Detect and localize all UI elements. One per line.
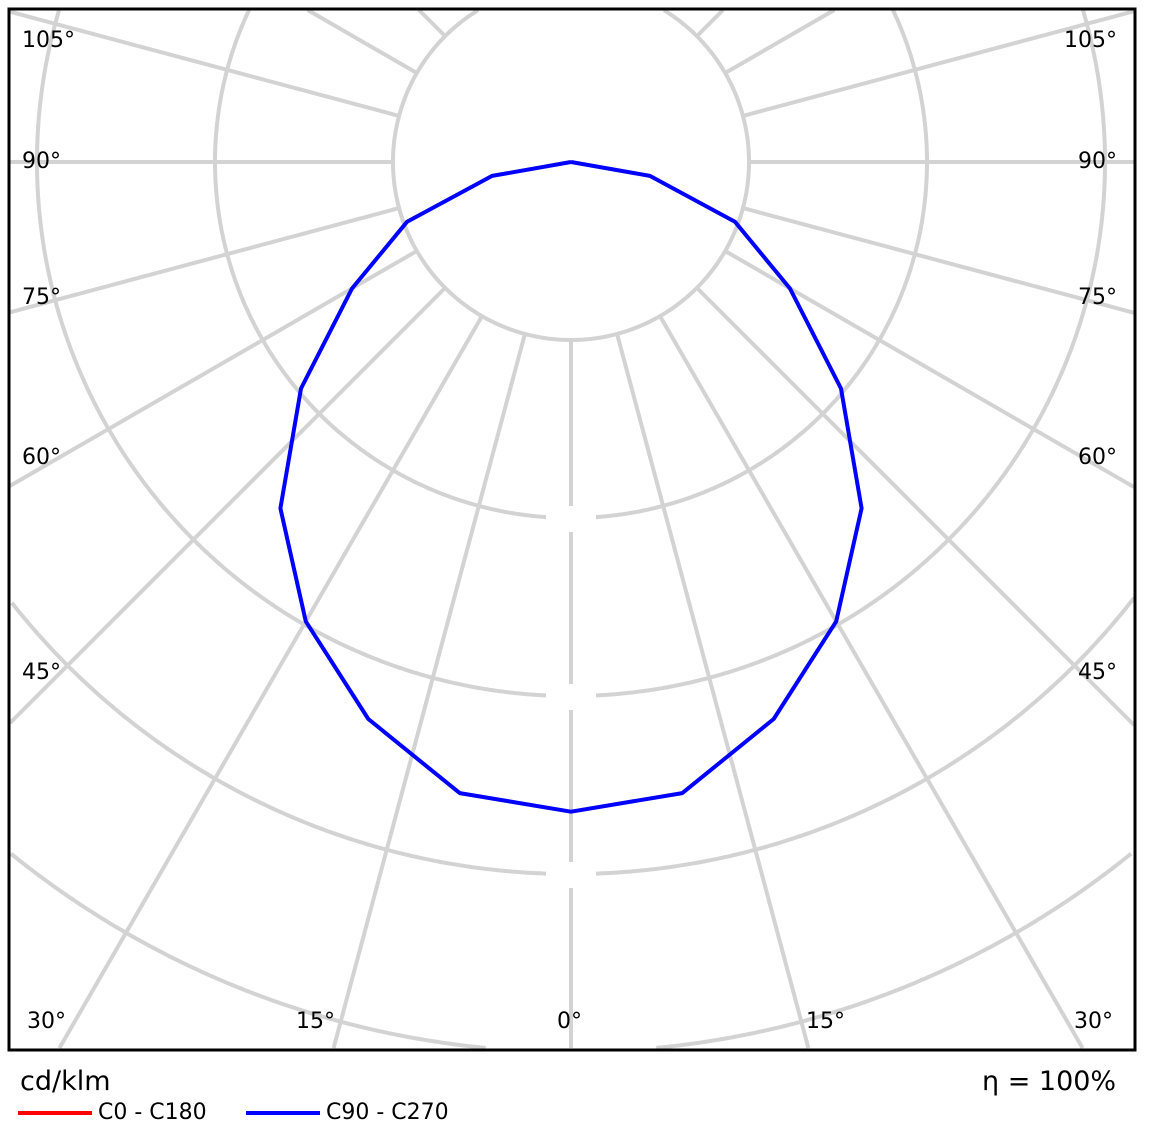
ring-label-gap — [546, 862, 596, 888]
angle-label-right-90: 90° — [1078, 149, 1117, 174]
angle-label-left-45: 45° — [22, 660, 61, 685]
grid-spoke — [695, 286, 1136, 727]
grid-ring — [35, 9, 1107, 698]
angle-label-left-105: 105° — [22, 28, 75, 53]
angle-label-left-75: 75° — [22, 285, 61, 310]
angle-label-bottom-0: 0° — [557, 1009, 582, 1034]
grid-spoke — [724, 249, 1135, 489]
grid-ring — [9, 852, 1133, 1050]
ring-label-gap — [546, 506, 596, 532]
polar-grid — [8, 8, 1136, 1050]
grid-spoke — [8, 286, 447, 725]
grid-spoke — [658, 315, 1085, 1050]
ring-label-gap — [546, 684, 596, 710]
angle-label-left-90: 90° — [22, 149, 61, 174]
grid-spoke — [331, 333, 527, 1049]
angle-label-right-60: 60° — [1078, 445, 1117, 470]
grid-ring — [391, 8, 751, 342]
grid-spoke — [724, 8, 836, 75]
unit-label: cd/klm — [20, 1066, 111, 1097]
angle-label-right-75: 75° — [1078, 285, 1117, 310]
grid-spoke — [742, 9, 1135, 118]
grid-spoke — [695, 8, 725, 38]
curves — [278, 160, 864, 814]
legend-label-c0-c180: C0 - C180 — [98, 1100, 207, 1125]
grid-spoke — [417, 8, 447, 38]
legend-swatch-c0-c180 — [18, 1111, 92, 1115]
legend-label-c90-c270: C90 - C270 — [326, 1100, 449, 1125]
series-curve-c90-c270 — [278, 160, 864, 814]
angle-label-bottom-30-right: 30° — [1074, 1009, 1113, 1034]
grid-spoke — [57, 315, 484, 1050]
angle-label-bottom-15-left: 15° — [296, 1009, 335, 1034]
angle-label-right-45: 45° — [1078, 660, 1117, 685]
grid-spoke — [9, 206, 400, 315]
angle-label-right-105: 105° — [1064, 28, 1117, 53]
grid-spoke — [9, 9, 400, 118]
angle-label-bottom-15-right: 15° — [806, 1009, 845, 1034]
legend-swatch-c90-c270 — [246, 1111, 320, 1115]
grid-spoke — [742, 206, 1135, 315]
grid-spoke — [615, 333, 811, 1049]
angle-label-left-60: 60° — [22, 445, 61, 470]
angle-label-bottom-30-left: 30° — [27, 1009, 66, 1034]
grid-spoke — [306, 8, 418, 75]
grid-ring — [213, 9, 929, 520]
efficiency-label: η = 100% — [982, 1066, 1117, 1097]
plot-frame — [7, 7, 1137, 1052]
grid-ring — [10, 596, 1136, 876]
